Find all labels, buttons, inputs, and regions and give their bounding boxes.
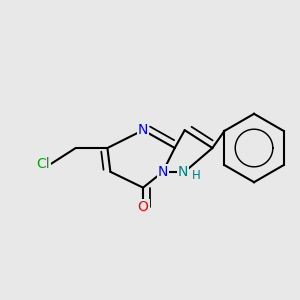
Text: Cl: Cl [36, 157, 50, 171]
Text: O: O [138, 200, 148, 214]
Text: N: N [178, 165, 188, 179]
Text: N: N [158, 165, 168, 179]
Text: N: N [138, 123, 148, 137]
Text: H: H [192, 169, 201, 182]
